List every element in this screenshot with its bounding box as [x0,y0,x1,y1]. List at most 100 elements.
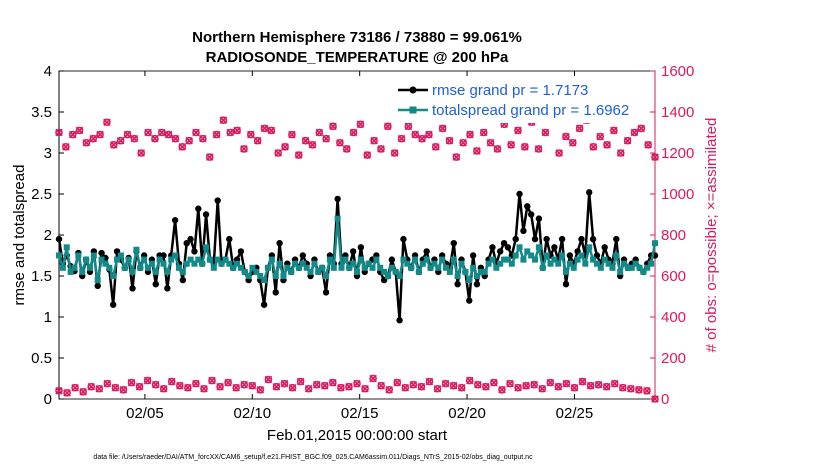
obs-possible-marker [445,136,454,145]
totalspread-point [431,260,438,267]
obs-possible-marker [578,377,587,386]
obs-assimilated-marker [167,377,176,386]
obs-assimilated-marker [578,377,587,386]
obs-possible-marker [562,132,570,141]
obs-possible-marker [199,134,207,143]
x-tick-label: 02/15 [341,405,379,422]
totalspread-point [288,268,295,275]
totalspread-point [528,252,535,259]
rmse-point [396,317,403,324]
obs-assimilated-marker [267,126,276,135]
left-tick-label: 1.5 [31,268,52,285]
obs-possible-marker [630,128,639,137]
legend-rmse-marker [409,86,417,94]
obs-assimilated-marker [110,141,118,149]
legend-spread-label: totalspread grand pr = 1.6962 [432,102,629,119]
obs-assimilated-marker [135,382,144,391]
rmse-point [299,252,307,259]
obs-assimilated-marker [345,382,353,391]
rmse-point [500,240,508,247]
rmse-point [423,248,430,255]
obs-possible-marker [301,136,310,145]
totalspread-point [489,256,496,263]
obs-assimilated-marker [411,130,419,139]
chart-title-line1: Northern Hemisphere 73186 / 73880 = 99.0… [192,29,522,46]
obs-possible-marker [466,130,474,139]
obs-assimilated-marker [425,377,434,386]
left-axis-ticks: 0 0.5 1 1.5 2 2.5 3 3.5 4 [31,63,64,408]
obs-possible-marker [610,379,619,388]
obs-assimilated-marker [575,124,584,133]
totalspread-point [187,256,194,263]
obs-possible-marker [294,151,303,159]
totalspread-point [636,264,643,271]
obs-assimilated-marker [356,120,365,129]
obs-assimilated-marker [280,379,289,388]
legend-box [395,79,650,123]
obs-assimilated-marker [87,382,95,391]
totalspread-point [524,248,531,255]
obs-possible-marker [425,130,433,139]
obs-assimilated-marker [521,143,529,151]
obs-possible-marker [248,381,257,390]
obs-assimilated-marker [111,383,120,392]
obs-possible-marker [55,386,63,395]
totalspread-point [648,260,655,267]
rmse-point [195,205,202,212]
obs-assimilated-marker [514,383,522,392]
obs-assimilated-marker [555,149,563,157]
obs-possible-marker [345,382,353,391]
obs-assimilated-marker [171,134,180,143]
rmse-point [152,281,159,288]
totalspread-point [114,256,121,263]
totalspread-point [458,260,465,267]
totalspread-point [218,260,225,267]
obs-possible-marker [589,143,598,151]
obs-assimilated-marker [208,376,216,385]
obs-assimilated-marker [377,381,385,390]
obs-assimilated-marker [390,149,399,157]
totalspread-point [388,264,395,271]
totalspread-point [276,260,283,267]
right-tick-label: 800 [661,227,686,244]
rmse-point [551,244,558,251]
rmse-point [357,244,365,251]
obs-assimilated-marker [452,153,461,161]
obs-assimilated-marker [336,138,344,147]
x-axis-label: Feb.01,2015 00:00:00 start [267,427,448,444]
totalspread-point [164,268,171,275]
obs-possible-marker [651,395,659,403]
obs-possible-marker [493,145,502,153]
rmse-point [349,248,357,255]
totalspread-point [427,264,434,271]
obs-possible-marker [256,385,265,394]
obs-assimilated-marker [438,124,447,133]
obs-assimilated-marker [635,386,643,394]
totalspread-point [361,264,368,271]
obs-assimilated-marker [594,380,603,389]
obs-assimilated-marker [192,379,200,388]
obs-assimilated-marker [586,381,595,390]
obs-possible-marker [610,126,618,135]
left-axis-label: rmse and totalspread [11,165,28,306]
obs-assimilated-marker [185,136,193,145]
obs-possible-marker [281,143,289,151]
totalspread-point [369,264,376,271]
totalspread-point [446,268,453,275]
obs-assimilated-marker [538,384,547,393]
obs-assimilated-marker [457,383,466,392]
obs-assimilated-marker [643,387,651,395]
totalspread-point [226,260,233,267]
totalspread-point [435,264,442,271]
obs-assimilated-marker [212,130,221,139]
totalspread-point [264,264,271,271]
obs-assimilated-marker [247,130,255,139]
obs-possible-marker [55,128,63,137]
rmse-point [566,252,574,259]
obs-possible-marker [594,380,603,389]
obs-possible-marker [164,130,173,139]
right-tick-label: 1600 [661,63,694,80]
obs-assimilated-marker [304,384,313,393]
obs-assimilated-marker [363,151,372,159]
